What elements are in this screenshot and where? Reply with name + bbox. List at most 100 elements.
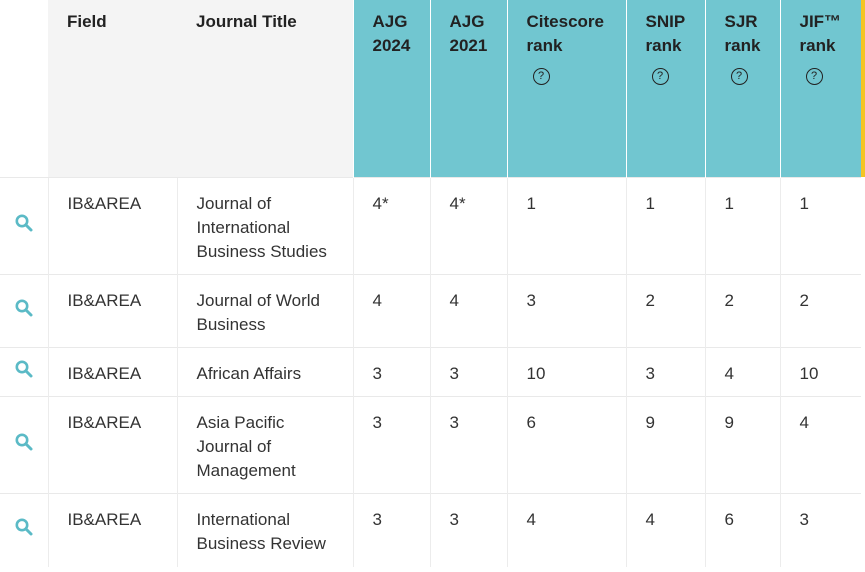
sjr-rank-value: 6 xyxy=(724,510,734,529)
search-icon[interactable] xyxy=(14,517,34,537)
field-cell: IB&AREA xyxy=(47,493,177,567)
jif-rank-cell: 1 xyxy=(779,177,861,275)
journal-title-value: African Affairs xyxy=(196,364,302,383)
header-jif-rank[interactable]: JIF™ rank? xyxy=(779,0,861,178)
jif-rank-cell: 2 xyxy=(779,274,861,348)
journal-title-cell: International Business Review xyxy=(176,493,353,567)
journal-title-value: Asia Pacific Journal of Management xyxy=(196,413,296,480)
header-citescore-rank[interactable]: Citescore rank? xyxy=(506,0,626,178)
search-icon[interactable] xyxy=(14,213,34,233)
ajg-2021-cell: 3 xyxy=(429,493,507,567)
ajg-2024-cell: 4* xyxy=(352,177,430,275)
jif-rank-value: 2 xyxy=(799,291,809,310)
header-accent-bar xyxy=(861,0,865,177)
sjr-help-icon[interactable]: ? xyxy=(730,68,748,85)
journal-title-value: International Business Review xyxy=(196,510,326,553)
citescore-rank-value: 3 xyxy=(526,291,536,310)
ajg-2024-cell: 4 xyxy=(352,274,430,348)
search-icon[interactable] xyxy=(14,359,34,379)
ajg-2021-cell: 3 xyxy=(429,396,507,494)
citescore-rank-cell: 10 xyxy=(506,347,626,397)
citescore-help-icon[interactable]: ? xyxy=(532,68,550,85)
snip-help-icon[interactable]: ? xyxy=(651,68,669,85)
sjr-rank-cell: 9 xyxy=(704,396,780,494)
snip-rank-value: 4 xyxy=(645,510,655,529)
ajg-2024-value: 3 xyxy=(372,364,382,383)
sjr-rank-value: 4 xyxy=(724,364,734,383)
header-field[interactable]: Field xyxy=(48,0,177,178)
ajg-2021-cell: 4* xyxy=(429,177,507,275)
sjr-rank-cell: 6 xyxy=(704,493,780,567)
table-row: IB&AREA Asia Pacific Journal of Managemen… xyxy=(0,396,861,494)
ajg-2024-value: 4* xyxy=(372,194,389,213)
jif-help-icon[interactable]: ? xyxy=(805,68,823,85)
field-cell: IB&AREA xyxy=(47,396,177,494)
snip-rank-value: 1 xyxy=(645,194,655,213)
ajg-2024-value: 3 xyxy=(372,413,382,432)
jif-rank-value: 1 xyxy=(799,194,809,213)
snip-rank-cell: 2 xyxy=(625,274,705,348)
row-search-cell xyxy=(0,177,48,275)
jif-rank-value: 10 xyxy=(799,364,819,383)
jif-rank-value: 3 xyxy=(799,510,809,529)
snip-rank-cell: 1 xyxy=(625,177,705,275)
row-search-cell xyxy=(0,347,48,397)
field-cell: IB&AREA xyxy=(47,347,177,397)
field-value: IB&AREA xyxy=(67,364,142,383)
search-icon[interactable] xyxy=(14,432,34,452)
journal-title-cell: Asia Pacific Journal of Management xyxy=(176,396,353,494)
table-row: IB&AREA Journal of World Business 4 4 3 2 2 2 xyxy=(0,274,861,348)
journal-title-cell: Journal of International Business Studie… xyxy=(176,177,353,275)
ajg-2021-value: 3 xyxy=(449,413,459,432)
header-snip-rank[interactable]: SNIP rank? xyxy=(625,0,705,178)
field-cell: IB&AREA xyxy=(47,177,177,275)
row-search-cell xyxy=(0,493,48,567)
sjr-rank-cell: 2 xyxy=(704,274,780,348)
journal-title-value: Journal of International Business Studie… xyxy=(196,194,327,261)
table-row: IB&AREA Journal of International Business… xyxy=(0,177,861,275)
header-sjr-rank[interactable]: SJR rank? xyxy=(704,0,780,178)
header-ajg-2024[interactable]: AJG 2024 xyxy=(352,0,430,178)
row-search-cell xyxy=(0,274,48,348)
citescore-rank-cell: 3 xyxy=(506,274,626,348)
citescore-rank-cell: 4 xyxy=(506,493,626,567)
header-ajg-2021[interactable]: AJG 2021 xyxy=(429,0,507,178)
jif-rank-cell: 4 xyxy=(779,396,861,494)
snip-rank-cell: 4 xyxy=(625,493,705,567)
field-cell: IB&AREA xyxy=(47,274,177,348)
header-icon-column xyxy=(0,0,48,178)
sjr-rank-cell: 4 xyxy=(704,347,780,397)
ajg-2021-value: 4* xyxy=(449,194,466,213)
sjr-rank-value: 2 xyxy=(724,291,734,310)
ajg-2021-cell: 4 xyxy=(429,274,507,348)
search-icon[interactable] xyxy=(14,298,34,318)
ajg-2021-cell: 3 xyxy=(429,347,507,397)
field-value: IB&AREA xyxy=(67,510,142,529)
row-search-cell xyxy=(0,396,48,494)
ajg-2021-value: 4 xyxy=(449,291,459,310)
table-row: IB&AREA International Business Review 3 3 4 4… xyxy=(0,493,861,567)
snip-rank-cell: 9 xyxy=(625,396,705,494)
snip-rank-cell: 3 xyxy=(625,347,705,397)
snip-rank-value: 2 xyxy=(645,291,655,310)
ajg-2024-cell: 3 xyxy=(352,347,430,397)
citescore-rank-value: 10 xyxy=(526,364,546,383)
ajg-2024-cell: 3 xyxy=(352,493,430,567)
table-row: IB&AREA African Affairs 3 3 10 3 4 10 xyxy=(0,347,861,397)
citescore-rank-cell: 1 xyxy=(506,177,626,275)
citescore-rank-cell: 6 xyxy=(506,396,626,494)
field-value: IB&AREA xyxy=(67,413,142,432)
jif-rank-cell: 10 xyxy=(779,347,861,397)
snip-rank-value: 3 xyxy=(645,364,655,383)
ajg-2024-cell: 3 xyxy=(352,396,430,494)
journal-title-value: Journal of World Business xyxy=(196,291,320,334)
sjr-rank-cell: 1 xyxy=(704,177,780,275)
table-header-row: Field Journal Title AJG 2024 AJG 2021 Cite… xyxy=(0,0,861,178)
ajg-2021-value: 3 xyxy=(449,510,459,529)
citescore-rank-value: 6 xyxy=(526,413,536,432)
sjr-rank-value: 1 xyxy=(724,194,734,213)
ajg-2024-value: 3 xyxy=(372,510,382,529)
header-journal-title[interactable]: Journal Title xyxy=(177,0,353,178)
ajg-2021-value: 3 xyxy=(449,364,459,383)
